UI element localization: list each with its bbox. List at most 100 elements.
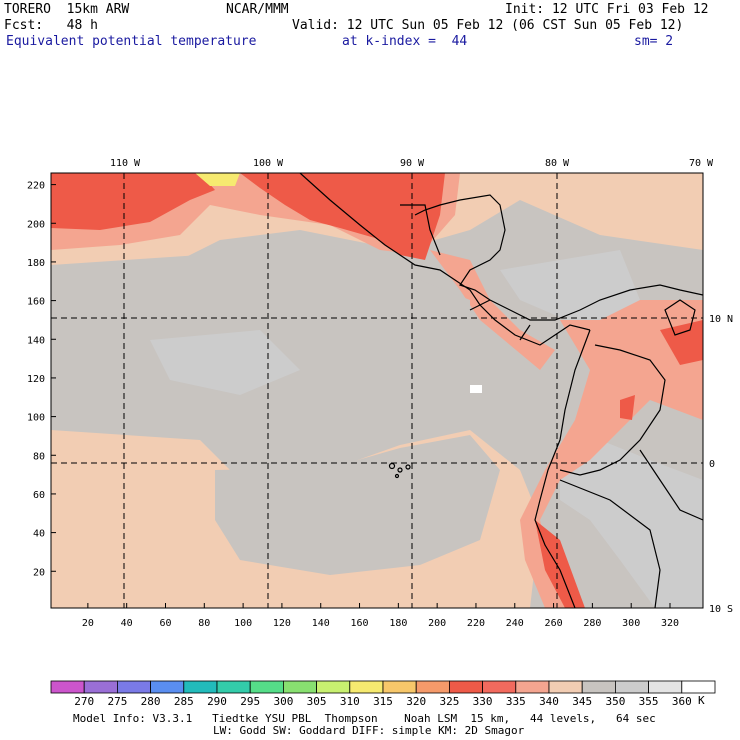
south-america-pacific-coast	[534, 329, 591, 608]
y-tick-label: 20	[33, 567, 45, 578]
lon-label-90w: 90 W	[400, 158, 425, 169]
colorbar-swatch	[117, 680, 152, 694]
shade-315-320-patch	[195, 173, 240, 186]
x-tick-label: 260	[545, 618, 563, 629]
x-tick-label: 240	[506, 618, 524, 629]
x-tick-label: 40	[121, 618, 133, 629]
colorbar-swatch	[216, 680, 251, 694]
graticule	[51, 173, 703, 608]
colorbar-swatch	[50, 680, 85, 694]
colorbar-label: 360	[672, 695, 692, 708]
shade-350-355-patch-a	[150, 330, 300, 395]
colorbar-swatch	[415, 680, 450, 694]
y-tick-label: 140	[27, 335, 45, 346]
colorbar-swatch	[581, 680, 616, 694]
colorbar-label: 315	[373, 695, 393, 708]
x-tick-label: 160	[351, 618, 369, 629]
colorbar-label: 275	[107, 695, 127, 708]
lon-label-70w: 70 W	[689, 158, 714, 169]
pacific-coastline	[299, 173, 591, 346]
lat-label-10s: 10 S	[709, 604, 733, 615]
y-axis-ticks: 220 200 180 160 140 120 100 80 60 40 20	[27, 181, 56, 578]
lon-label-110w: 110 W	[110, 158, 141, 169]
x-tick-label: 140	[312, 618, 330, 629]
colorbar-label: 280	[141, 695, 161, 708]
x-tick-label: 120	[273, 618, 291, 629]
init-time: Init: 12 UTC Fri 03 Feb 12	[505, 2, 709, 17]
colorbar-label: 285	[174, 695, 194, 708]
x-tick-label: 300	[622, 618, 640, 629]
colorbar-label: 345	[572, 695, 592, 708]
colorbar-label: 355	[639, 695, 659, 708]
y-tick-label: 80	[33, 451, 45, 462]
galapagos-island-4	[394, 473, 400, 479]
x-axis-ticks: 20 40 60 80 100 120 140 160 180 200 220 240 260 280 30…	[82, 603, 679, 629]
colorbar-label: 325	[439, 695, 459, 708]
colorbar-swatch	[515, 680, 550, 694]
shade-345-350-south	[215, 435, 500, 575]
x-tick-label: 200	[428, 618, 446, 629]
valid-time: Valid: 12 UTC Sun 05 Feb 12 (06 CST Sun …	[292, 18, 684, 33]
caribbean-coastline	[414, 194, 703, 321]
colorbar-label: 300	[273, 695, 293, 708]
coastlines	[299, 173, 703, 608]
y-tick-label: 120	[27, 374, 45, 385]
colorbar-swatch	[316, 680, 351, 694]
colorbar-label: 295	[240, 695, 260, 708]
field-name: Equivalent potential temperature	[6, 34, 257, 49]
shade-330-335-peru-coast	[535, 520, 585, 608]
shade-360-spot	[470, 385, 482, 393]
map-frame	[50, 172, 704, 609]
shade-330-335-nw	[51, 173, 215, 230]
lon-label-80w: 80 W	[545, 158, 570, 169]
colorbar-swatch	[249, 680, 284, 694]
peru-bolivia-border	[559, 479, 661, 608]
colorbar-swatch	[615, 680, 650, 694]
colorbar-swatch	[382, 680, 417, 694]
x-tick-label: 280	[583, 618, 601, 629]
forecast-hour: Fcst: 48 h	[4, 18, 98, 33]
colorbar-swatch	[183, 680, 218, 694]
shade-330-335-venezuela	[660, 320, 703, 365]
colorbar-unit: K	[698, 694, 705, 707]
colorbar-swatch	[448, 680, 483, 694]
colombia-border	[559, 344, 666, 476]
level-label: at k-index = 44	[342, 34, 468, 49]
lon-label-100w: 100 W	[253, 158, 284, 169]
smoothing-label: sm= 2	[634, 34, 674, 49]
galapagos-island-3	[405, 464, 411, 470]
y-tick-label: 160	[27, 297, 45, 308]
costa-rica-border	[469, 299, 531, 341]
colorbar: 270 275 280 285 290 295 300 305 310 315 320 325 330 3…	[50, 680, 716, 708]
colorbar-label: 270	[74, 695, 94, 708]
y-tick-label: 40	[33, 529, 45, 540]
shade-350-355-south-america	[560, 440, 703, 608]
model-title: TORERO 15km ARW	[4, 2, 130, 17]
colorbar-swatch	[482, 680, 517, 694]
shade-350-355-patch-b	[500, 250, 640, 330]
colorbar-label: 335	[506, 695, 526, 708]
colorbar-label: 330	[473, 695, 493, 708]
colorbar-label: 310	[340, 695, 360, 708]
x-tick-label: 60	[159, 618, 171, 629]
model-info-line2: LW: Godd SW: Goddard DIFF: simple KM: 2D…	[213, 724, 525, 737]
colorbar-label: 305	[307, 695, 327, 708]
model-info-line1: Model Info: V3.3.1 Tiedtke YSU PBL Thomp…	[73, 712, 656, 725]
x-tick-label: 180	[389, 618, 407, 629]
x-tick-label: 100	[234, 618, 252, 629]
colorbar-swatch	[282, 680, 317, 694]
shade-335-340-central-america	[430, 250, 555, 370]
colorbar-swatch	[150, 680, 185, 694]
x-tick-label: 320	[661, 618, 679, 629]
shade-330-335-mexico	[240, 173, 445, 260]
organization-label: NCAR/MMM	[226, 2, 289, 17]
colorbar-swatch	[681, 680, 716, 694]
temperature-field	[51, 173, 703, 608]
y-tick-label: 220	[27, 181, 45, 192]
lat-label-0: 0	[709, 459, 715, 470]
colorbar-label: 320	[406, 695, 426, 708]
colorbar-swatch	[648, 680, 683, 694]
x-tick-label: 220	[467, 618, 485, 629]
colorbar-swatch	[83, 680, 118, 694]
